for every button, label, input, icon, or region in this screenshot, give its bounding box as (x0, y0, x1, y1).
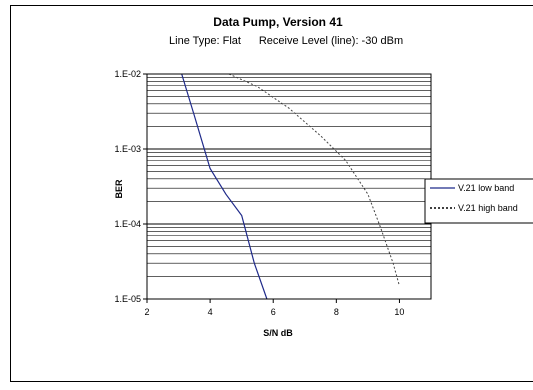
y-axis-label: BER (114, 179, 124, 199)
x-tick-label: 4 (208, 307, 213, 317)
x-axis-ticks: 2 4 6 8 10 (144, 299, 404, 317)
chart-title: Data Pump, Version 41 (213, 15, 343, 29)
x-tick-label: 6 (271, 307, 276, 317)
y-tick-label: 1.E-04 (114, 219, 141, 229)
y-tick-label: 1.E-03 (114, 144, 141, 154)
chart-subtitle-line-type: Line Type: Flat (169, 35, 241, 47)
y-tick-label: 1.E-02 (114, 69, 141, 79)
legend-box (424, 178, 533, 224)
series-line-v21-low-band (181, 73, 268, 300)
legend: V.21 low band V.21 high band (424, 178, 533, 224)
chart-subtitle-receive-level: Receive Level (line): -30 dBm (259, 35, 403, 47)
legend-entry-label: V.21 high band (458, 203, 518, 213)
legend-entry-label: V.21 low band (458, 183, 514, 193)
x-axis-label: S/N dB (263, 328, 293, 338)
x-tick-label: 8 (334, 307, 339, 317)
x-tick-label: 10 (394, 307, 404, 317)
y-tick-label: 1.E-05 (114, 294, 141, 304)
series-layer (181, 73, 400, 300)
y-axis-ticks: 1.E-02 1.E-03 1.E-04 1.E-05 (114, 69, 147, 304)
gridlines (147, 77, 431, 300)
x-tick-label: 2 (144, 307, 149, 317)
